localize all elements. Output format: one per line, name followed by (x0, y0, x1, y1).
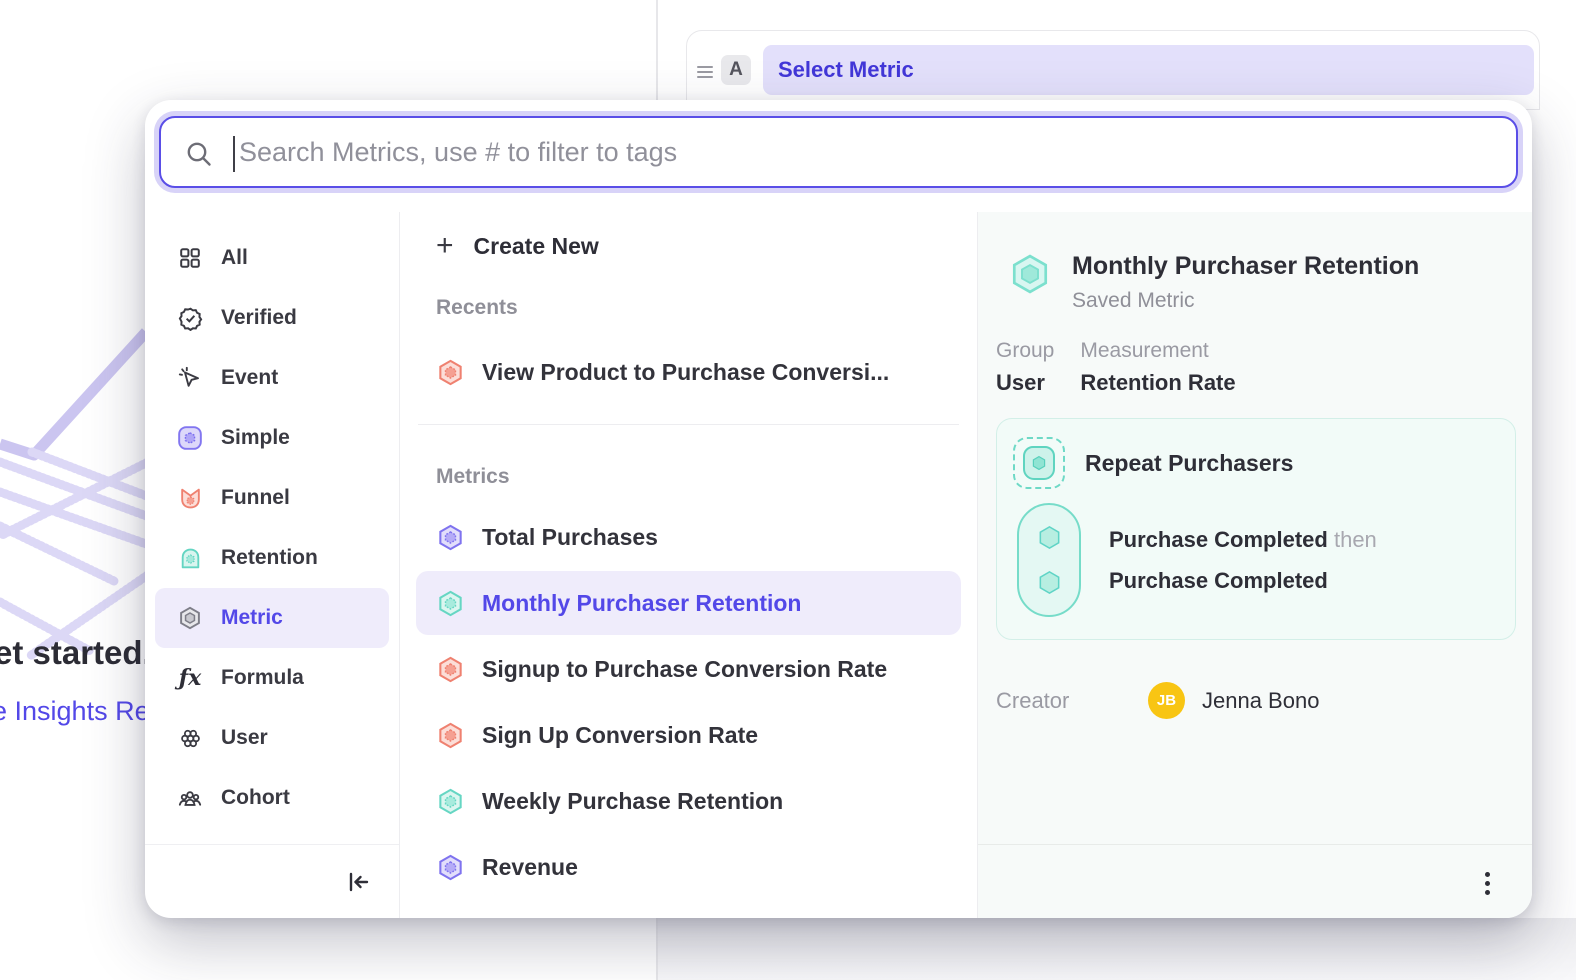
simple-metric-hexagon-icon (436, 523, 465, 552)
filter-sidebar: All Verified Event (145, 212, 400, 918)
sidebar-item-cohort[interactable]: Cohort (155, 768, 389, 828)
simple-metric-hexagon-icon (436, 853, 465, 882)
group-value: User (996, 370, 1054, 396)
definition-card: Repeat Purchasers Purchase Completed the… (996, 418, 1516, 640)
formula-fx-icon: ƒx (177, 665, 203, 691)
more-options-kebab-icon[interactable] (1485, 868, 1490, 899)
search-input[interactable] (161, 118, 1516, 186)
list-item-label: Signup to Purchase Conversion Rate (482, 656, 887, 683)
list-item-label: Sign Up Conversion Rate (482, 722, 758, 749)
list-item-label: Weekly Purchase Retention (482, 788, 783, 815)
metric-picker-modal: All Verified Event (145, 100, 1532, 918)
sidebar-item-metric[interactable]: Metric (155, 588, 389, 648)
sidebar-item-event[interactable]: Event (155, 348, 389, 408)
section-header-recents: Recents (436, 296, 977, 320)
metric-list-column: + Create New Recents View Product to Pur… (400, 212, 978, 918)
background-insights-link-fragment[interactable]: e Insights Re (0, 696, 150, 727)
collapse-sidebar-icon[interactable] (343, 867, 373, 897)
plus-icon: + (436, 231, 454, 261)
sidebar-item-label: Formula (221, 666, 304, 690)
sidebar-item-funnel[interactable]: Funnel (155, 468, 389, 528)
definition-step-2: Purchase Completed (1109, 560, 1377, 601)
measurement-value: Retention Rate (1080, 370, 1235, 396)
list-item-revenue[interactable]: Revenue (416, 835, 961, 899)
definition-name: Repeat Purchasers (1085, 450, 1293, 477)
list-item-sign-up-conversion-rate[interactable]: Sign Up Conversion Rate (416, 703, 961, 767)
funnel-metric-hexagon-icon (436, 721, 465, 750)
list-item-weekly-purchase-retention[interactable]: Weekly Purchase Retention (416, 769, 961, 833)
sidebar-item-label: Funnel (221, 486, 290, 510)
list-item-monthly-purchaser-retention[interactable]: Monthly Purchaser Retention (416, 571, 961, 635)
sidebar-item-simple[interactable]: Simple (155, 408, 389, 468)
cohort-people-icon (177, 785, 203, 811)
query-builder-row: A Select Metric (686, 30, 1540, 110)
funnel-metric-hexagon-icon (436, 655, 465, 684)
creator-row: Creator JB Jenna Bono (996, 682, 1532, 719)
select-metric-button[interactable]: Select Metric (763, 45, 1534, 95)
detail-footer (978, 844, 1532, 918)
sidebar-item-label: All (221, 246, 248, 270)
sidebar-item-label: Retention (221, 546, 318, 570)
sidebar-footer (145, 844, 399, 918)
sidebar-item-label: Metric (221, 606, 283, 630)
creator-name: Jenna Bono (1202, 688, 1319, 714)
series-letter-badge: A (721, 55, 751, 85)
list-item-label: View Product to Purchase Conversi... (482, 359, 889, 386)
hexagon-step-icon (1036, 524, 1063, 551)
definition-step-1: Purchase Completed then (1109, 519, 1377, 560)
then-connector: then (1334, 527, 1377, 552)
creator-label: Creator (996, 688, 1148, 714)
list-item-label: Monthly Purchaser Retention (482, 590, 801, 617)
list-item-label: Total Purchases (482, 524, 658, 551)
sidebar-item-label: Cohort (221, 786, 290, 810)
create-new-button[interactable]: + Create New (400, 218, 977, 274)
metric-hexagon-icon (177, 605, 203, 631)
user-cluster-icon (177, 725, 203, 751)
verified-badge-icon (177, 305, 203, 331)
funnel-hexagon-icon (177, 485, 203, 511)
list-item-total-purchases[interactable]: Total Purchases (416, 505, 961, 569)
detail-subtitle: Saved Metric (1072, 289, 1419, 313)
measurement-label: Measurement (1080, 339, 1235, 363)
metric-detail-panel: Monthly Purchaser Retention Saved Metric… (978, 212, 1532, 918)
sidebar-item-label: Simple (221, 426, 290, 450)
search-box (159, 116, 1518, 188)
background-panel (658, 918, 1576, 980)
sidebar-item-retention[interactable]: Retention (155, 528, 389, 588)
sidebar-item-label: User (221, 726, 268, 750)
list-item-label: Revenue (482, 854, 578, 881)
sidebar-item-label: Event (221, 366, 278, 390)
behavior-capsule (1017, 503, 1081, 617)
retention-metric-hexagon-icon-large (1008, 252, 1052, 296)
section-header-metrics: Metrics (436, 465, 977, 489)
sidebar-item-label: Verified (221, 306, 297, 330)
list-divider (418, 424, 959, 425)
hexagon-glyph (1031, 455, 1047, 471)
detail-meta: Group User Measurement Retention Rate (996, 339, 1532, 396)
funnel-metric-hexagon-icon (436, 358, 465, 387)
retention-metric-hexagon-icon (436, 787, 465, 816)
sidebar-item-formula[interactable]: ƒx Formula (155, 648, 389, 708)
sidebar-item-all[interactable]: All (155, 228, 389, 288)
list-item-signup-to-purchase-conversion-rate[interactable]: Signup to Purchase Conversion Rate (416, 637, 961, 701)
hexagon-step-icon (1036, 569, 1063, 596)
retention-hexagon-icon (177, 545, 203, 571)
drag-handle-icon[interactable] (697, 63, 713, 81)
retention-metric-hexagon-icon (436, 589, 465, 618)
sidebar-item-user[interactable]: User (155, 708, 389, 768)
simple-hexagon-icon (177, 425, 203, 451)
group-label: Group (996, 339, 1054, 363)
repeat-purchasers-icon (1013, 437, 1065, 489)
cursor-click-icon (177, 365, 203, 391)
sidebar-item-verified[interactable]: Verified (155, 288, 389, 348)
list-item-recent-funnel[interactable]: View Product to Purchase Conversi... (416, 340, 961, 404)
detail-title: Monthly Purchaser Retention (1072, 252, 1419, 281)
creator-avatar: JB (1148, 682, 1185, 719)
grid-icon (177, 245, 203, 271)
background-headline-fragment: et started. (0, 634, 152, 672)
